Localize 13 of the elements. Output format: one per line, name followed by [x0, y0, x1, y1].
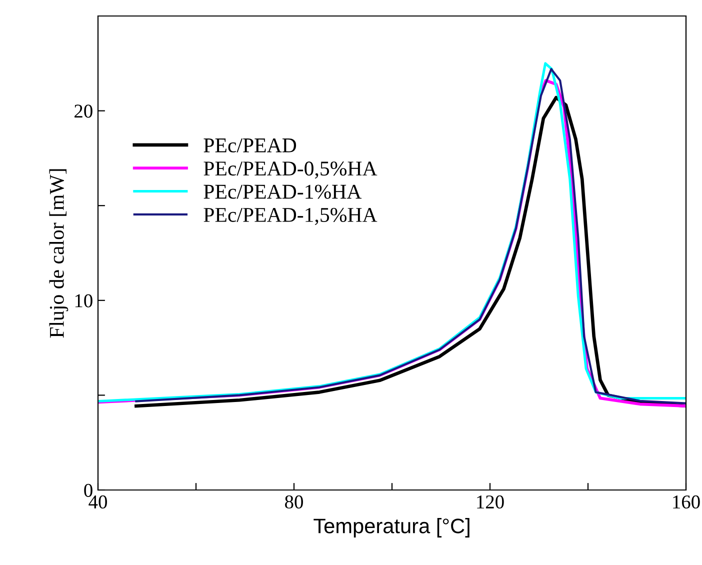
legend-label: PEc/PEAD-1,5%HA — [204, 208, 378, 225]
x-tick-label: 40 — [88, 495, 107, 509]
legend-label: PEc/PEAD-0,5%HA — [204, 162, 378, 179]
x-tick-label: 80 — [285, 495, 303, 509]
x-tick-label: 120 — [477, 495, 504, 509]
y-tick-label: 10 — [75, 294, 92, 308]
x-axis-title: Temperatura [°C] — [314, 518, 470, 538]
y-axis-title: Flujo de calor [mW] — [49, 169, 68, 338]
y-tick-label: 0 — [84, 484, 92, 497]
legend-label: PEc/PEAD — [204, 138, 296, 152]
x-tick-label: 160 — [673, 495, 700, 509]
y-tick-label: 20 — [74, 104, 92, 118]
legend-label: PEc/PEAD-1%HA — [204, 184, 362, 199]
